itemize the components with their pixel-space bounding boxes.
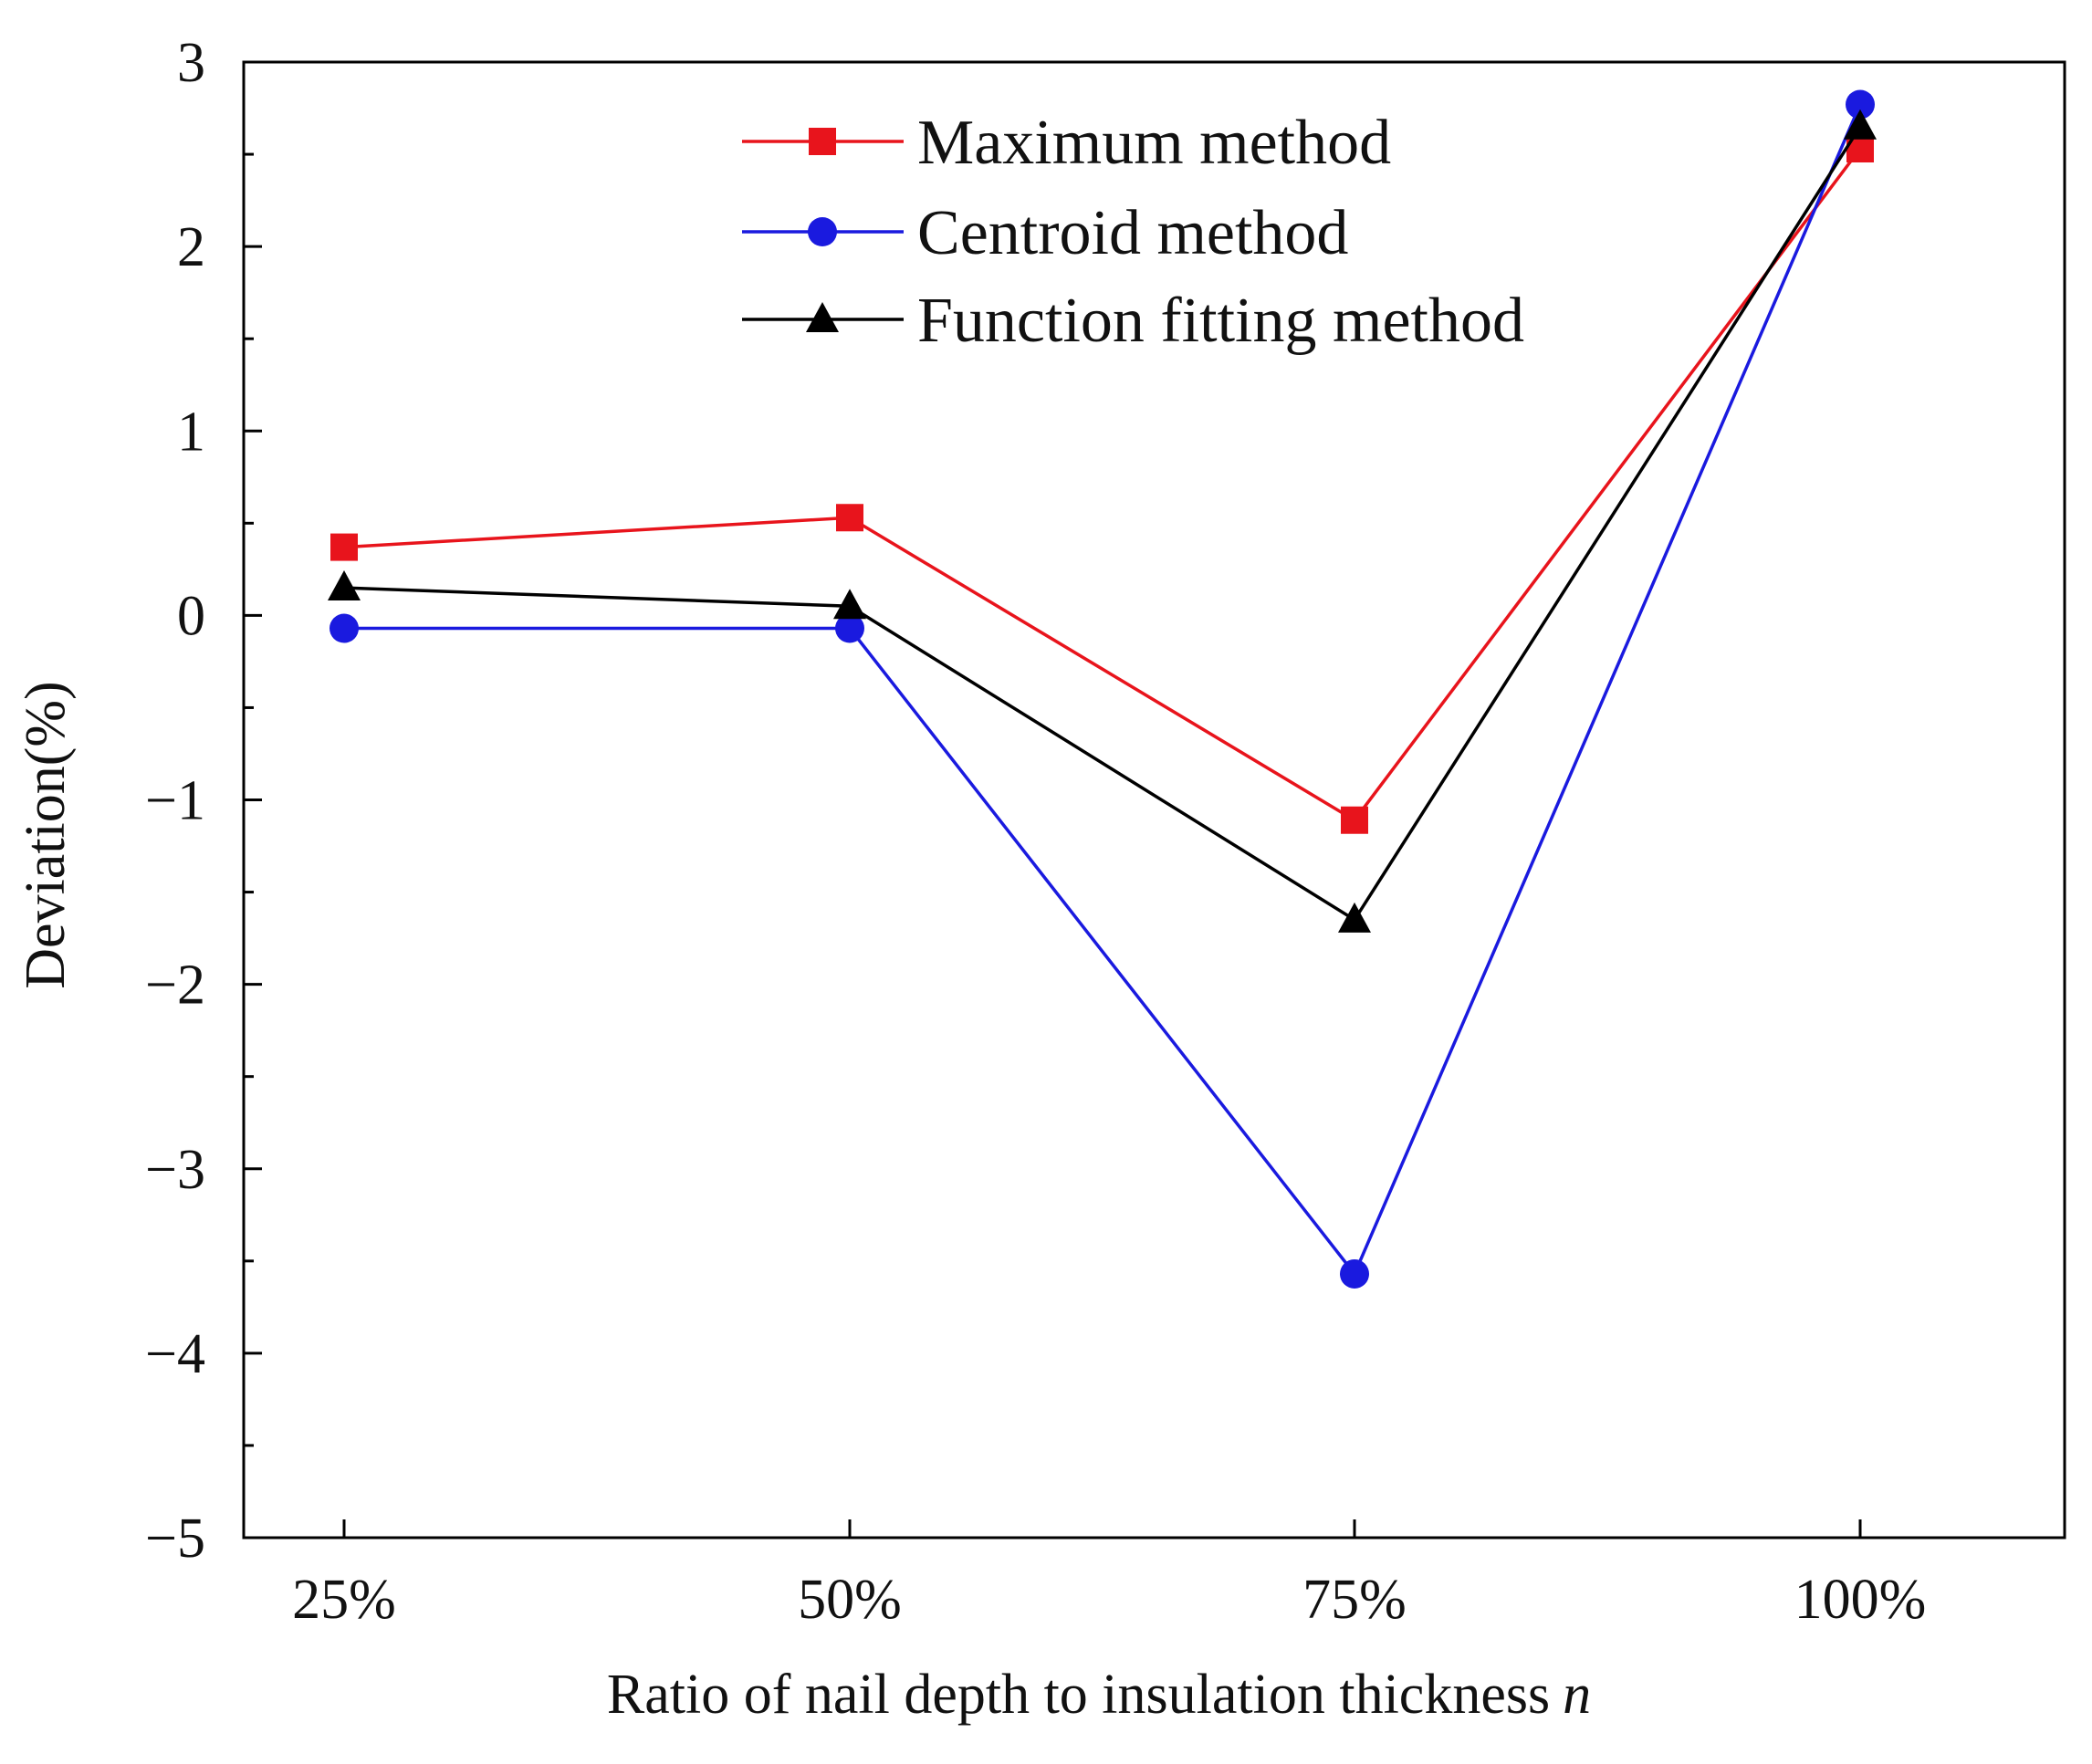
x-axis-title-text: Ratio of nail depth to insulation thickn… (607, 1664, 1550, 1726)
y-tick-label: 0 (177, 585, 205, 647)
data-point-triangle (1338, 902, 1371, 933)
legend-item: Maximum method (742, 108, 1391, 178)
data-point-circle (329, 613, 359, 643)
data-point-circle (1846, 89, 1875, 120)
data-point-square (1341, 806, 1368, 834)
x-tick-label: 100% (1794, 1569, 1927, 1631)
y-axis-title: Deviation(%) (15, 681, 77, 988)
y-tick-label: −1 (145, 770, 205, 832)
series-function-fitting-method (328, 109, 1877, 933)
data-point-triangle (1844, 109, 1877, 140)
data-point-circle (1340, 1258, 1369, 1289)
legend-marker-circle (808, 217, 837, 246)
data-point-square (330, 533, 358, 561)
series-line (343, 147, 1862, 823)
y-tick-label: −4 (145, 1323, 205, 1385)
series-maximum-method (330, 134, 1874, 834)
axes: −5 −4 −3 −2 −1 0 1 2 3 25% 50% 75% 100% (145, 32, 2066, 1631)
plot-frame (242, 60, 2066, 1540)
data-point-square (836, 504, 863, 532)
y-tick-label: 3 (177, 32, 205, 94)
x-tick-label: 75% (1302, 1569, 1407, 1631)
y-tick-label: −2 (145, 955, 205, 1017)
legend-label: Function fitting method (917, 286, 1524, 356)
data-point-circle (835, 613, 864, 643)
x-axis-title-variable: n (1563, 1664, 1591, 1726)
x-tick-label: 50% (798, 1569, 902, 1631)
legend-item: Centroid method (742, 198, 1348, 268)
y-tick-label: 2 (177, 216, 205, 278)
series-line (344, 103, 1862, 1278)
series-line (343, 125, 1862, 923)
legend-marker-square (809, 128, 836, 155)
series-centroid-method (329, 89, 1875, 1289)
data-point-triangle (328, 570, 361, 601)
y-tick-label: −5 (145, 1508, 205, 1570)
data-point-triangle (833, 589, 866, 620)
legend-label: Centroid method (917, 198, 1348, 268)
x-tick-label: 25% (292, 1569, 396, 1631)
legend-label: Maximum method (917, 108, 1391, 178)
legend-marker-triangle (806, 302, 839, 332)
series-layer (328, 89, 1877, 1289)
legend: Maximum method Centroid method Function fi… (742, 108, 1524, 356)
y-tick-label: 1 (177, 401, 205, 463)
legend-item: Function fitting method (742, 286, 1524, 356)
y-tick-label: −3 (145, 1139, 205, 1201)
x-axis-title: Ratio of nail depth to insulation thickn… (607, 1664, 1591, 1726)
